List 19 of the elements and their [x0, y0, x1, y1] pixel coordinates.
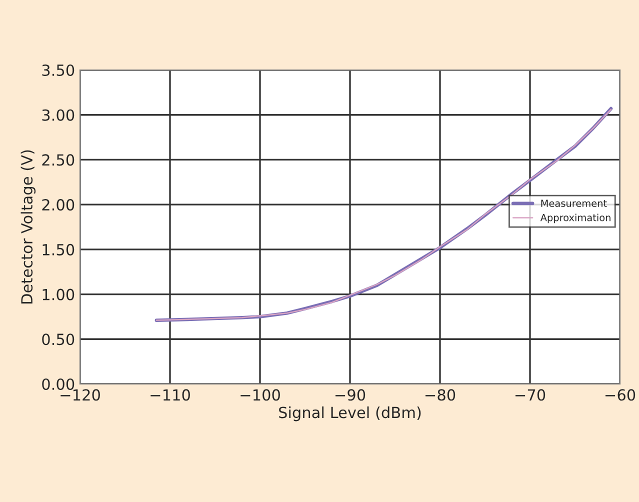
y-tick-label: 1.50	[42, 244, 74, 256]
legend-label: Approximation	[540, 214, 610, 224]
y-tick-label: 3.50	[42, 64, 74, 76]
y-axis-title: Detector Voltage (V)	[20, 150, 36, 304]
legend-label: Measurement	[541, 200, 607, 207]
x-tick-label: −70	[515, 389, 546, 401]
y-tick-label: 0.00	[42, 378, 74, 390]
x-axis-title: Signal Level (dBm)	[279, 406, 421, 422]
x-tick-label: −80	[425, 389, 456, 401]
y-tick-label: 1.00	[42, 288, 74, 300]
x-tick-label: −120	[60, 389, 100, 401]
x-tick-label: −60	[605, 389, 636, 401]
x-tick-label: −110	[150, 389, 190, 401]
y-tick-label: 2.00	[42, 199, 74, 211]
y-tick-label: 2.50	[42, 154, 74, 166]
x-tick-label: −90	[335, 389, 366, 401]
y-tick-label: 0.50	[42, 334, 74, 346]
x-tick-label: −100	[240, 389, 280, 401]
y-tick-label: 3.00	[42, 109, 74, 121]
